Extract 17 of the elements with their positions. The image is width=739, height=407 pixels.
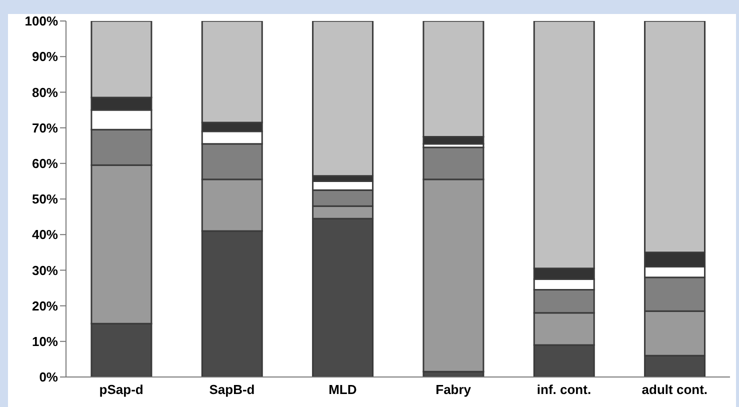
y-tick-label: 40% [32, 227, 58, 242]
y-tick-label: 100% [24, 14, 58, 29]
y-tick-label: 70% [32, 120, 58, 136]
x-tick-label: inf. cont. [536, 382, 592, 398]
x-tick-label: adult cont. [642, 382, 708, 398]
y-tick-label: 90% [32, 49, 58, 64]
x-tick-label: SapB-d [209, 382, 255, 398]
y-tick-label: 0% [39, 370, 58, 385]
y-tick-label: 80% [32, 84, 58, 100]
y-tick-label: 60% [32, 156, 58, 172]
y-tick-label: 10% [32, 334, 58, 350]
x-tick-label: MLD [328, 382, 357, 398]
y-tick-label: 50% [32, 192, 58, 207]
y-tick-label: 30% [32, 262, 58, 278]
x-tick-label: pSap-d [99, 382, 144, 398]
y-tick-label: 20% [32, 298, 58, 314]
x-tick-label: Fabry [436, 382, 472, 398]
